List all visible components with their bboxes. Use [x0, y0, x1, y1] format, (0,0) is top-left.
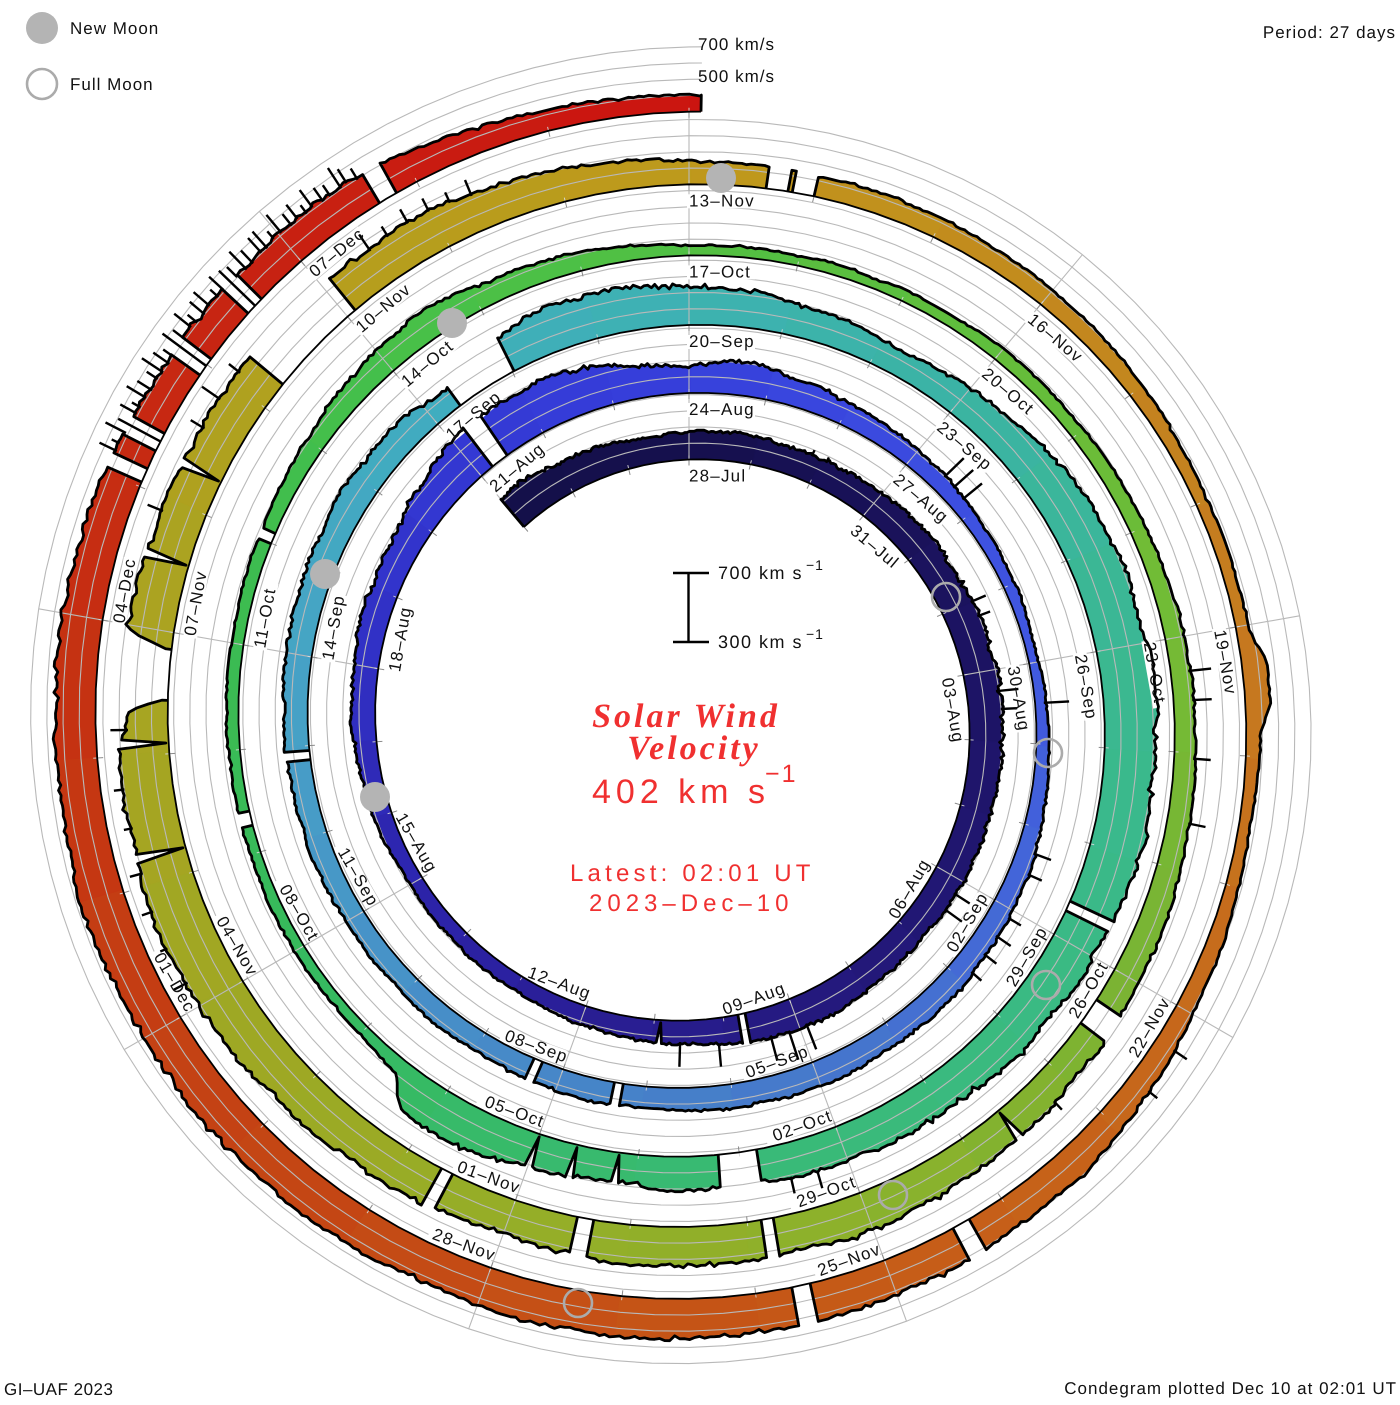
svg-text:−1: −1 [765, 760, 798, 788]
svg-text:500 km/s: 500 km/s [698, 67, 775, 86]
svg-text:−1: −1 [806, 557, 824, 573]
svg-text:28–Jul: 28–Jul [689, 467, 746, 486]
svg-text:Latest: 02:01 UT: Latest: 02:01 UT [570, 860, 815, 887]
svg-text:300 km s: 300 km s [718, 632, 803, 652]
svg-text:2023–Dec–10: 2023–Dec–10 [589, 890, 793, 917]
svg-text:17–Oct: 17–Oct [689, 262, 751, 281]
svg-text:Condegram plotted Dec 10 at 02: Condegram plotted Dec 10 at 02:01 UT [1064, 1379, 1397, 1398]
svg-text:Velocity: Velocity [627, 730, 761, 767]
svg-text:Full Moon: Full Moon [70, 75, 154, 94]
svg-text:20–Sep: 20–Sep [689, 332, 755, 351]
svg-text:GI–UAF 2023: GI–UAF 2023 [4, 1380, 113, 1399]
svg-text:700 km s: 700 km s [718, 563, 803, 583]
svg-text:402 km s: 402 km s [592, 773, 770, 811]
svg-text:Period: 27 days: Period: 27 days [1263, 23, 1396, 42]
svg-text:New Moon: New Moon [70, 19, 159, 38]
svg-text:13–Nov: 13–Nov [689, 191, 755, 210]
svg-text:24–Aug: 24–Aug [689, 400, 755, 419]
svg-text:−1: −1 [806, 626, 824, 642]
svg-text:700 km/s: 700 km/s [698, 35, 775, 54]
